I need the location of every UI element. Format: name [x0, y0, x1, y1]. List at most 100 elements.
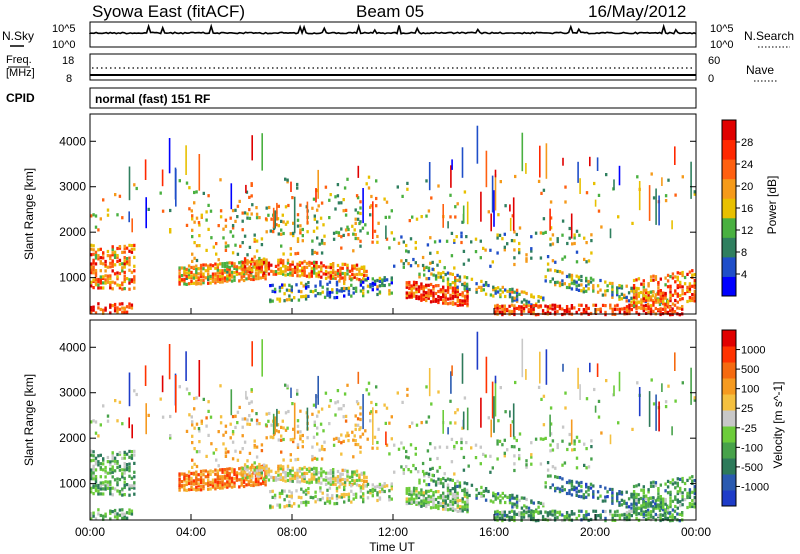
velocity-cell — [111, 475, 114, 479]
velocity-cell — [616, 509, 619, 513]
velocity-cell — [205, 416, 208, 420]
velocity-cell — [676, 481, 679, 485]
velocity-cell — [566, 447, 569, 452]
velocity-cell — [494, 375, 497, 384]
power-cell — [133, 243, 136, 247]
power-cell — [360, 265, 363, 269]
velocity-cell — [446, 503, 450, 507]
velocity-cell — [650, 378, 653, 382]
velocity-cell — [90, 486, 93, 490]
power-cell — [248, 208, 251, 212]
velocity-cell — [264, 483, 267, 487]
power-cell — [121, 266, 124, 270]
velocity-cell — [121, 516, 124, 520]
power-cell — [125, 310, 129, 314]
velocity-cell — [451, 500, 455, 505]
power-cell — [241, 264, 244, 268]
velocity-cell — [456, 495, 459, 499]
power-cell — [497, 213, 500, 217]
velocity-cell — [498, 516, 502, 520]
power-cell — [659, 299, 662, 303]
power-cell — [654, 275, 658, 279]
power-cell — [204, 269, 207, 273]
velocity-cell — [659, 497, 662, 501]
velocity-cell — [228, 484, 231, 488]
velocity-cell — [333, 502, 336, 506]
velocity-cell — [276, 503, 279, 507]
velocity-cell — [274, 478, 278, 482]
velocity-cell — [123, 483, 126, 487]
velocity-cell — [678, 512, 681, 516]
velocity-cell — [190, 476, 193, 480]
power-cell — [128, 263, 131, 267]
velocity-cell — [688, 495, 692, 499]
velocity-cell — [106, 471, 110, 475]
velocity-cell — [347, 439, 350, 443]
power-cell — [499, 293, 502, 297]
velocity-cell — [109, 517, 112, 521]
power-cell — [542, 217, 546, 221]
power-cell — [250, 212, 253, 216]
velocity-cell — [578, 439, 581, 443]
velocity-cell — [253, 468, 256, 472]
power-cell — [250, 259, 253, 263]
velocity-cell — [371, 490, 374, 494]
velocity-cell — [693, 502, 696, 506]
velocity-cell — [133, 449, 136, 453]
velocity-cell — [128, 466, 131, 470]
velocity-cell — [605, 379, 608, 383]
velocity-cell — [193, 396, 196, 401]
velocity-cell — [323, 440, 326, 444]
power-cell — [265, 266, 268, 270]
power-cell — [279, 266, 282, 271]
power-cell — [427, 294, 430, 298]
power-cell — [97, 286, 100, 290]
velocity-cell — [444, 507, 447, 511]
velocity-cell — [375, 410, 378, 414]
power-cell — [596, 290, 600, 294]
power-cell — [229, 216, 232, 220]
velocity-cell — [642, 500, 645, 504]
velocity-cell — [561, 513, 564, 517]
velocity-cell — [296, 430, 300, 434]
power-cell — [296, 239, 300, 243]
velocity-cell — [479, 462, 482, 466]
velocity-cell — [277, 467, 280, 471]
velocity-cell — [308, 481, 311, 485]
velocity-cell — [446, 508, 450, 512]
velocity-cell — [125, 468, 129, 472]
velocity-cell — [267, 473, 271, 477]
power-cell — [388, 283, 391, 287]
power-cell — [321, 285, 324, 289]
power-cell — [451, 300, 455, 304]
velocity-cell — [657, 495, 660, 499]
power-cell — [286, 180, 289, 184]
velocity-cell — [465, 441, 468, 445]
velocity-cell — [277, 477, 280, 481]
power-cell — [474, 250, 478, 254]
power-cell — [673, 310, 677, 314]
velocity-cell — [198, 360, 201, 397]
velocity-cell — [554, 489, 557, 493]
velocity-cell — [679, 489, 682, 493]
velocity-cell — [216, 480, 219, 485]
velocity-cell — [577, 514, 581, 518]
velocity-cell — [669, 499, 672, 503]
power-cell — [226, 277, 229, 281]
power-cell — [324, 185, 328, 189]
velocity-cell — [259, 476, 262, 480]
power-cell — [549, 268, 552, 272]
velocity-cell — [412, 497, 416, 501]
velocity-cell — [255, 455, 259, 459]
power-cell — [645, 296, 648, 300]
velocity-cell — [207, 483, 210, 488]
velocity-cell — [183, 479, 186, 483]
velocity-cell — [466, 502, 469, 506]
velocity-cell — [466, 500, 469, 504]
power-cell — [92, 213, 95, 217]
power-cell — [306, 201, 309, 225]
velocity-cell — [359, 406, 362, 410]
power-cell — [342, 209, 345, 213]
velocity-cell — [651, 505, 655, 509]
velocity-cell — [583, 442, 586, 446]
